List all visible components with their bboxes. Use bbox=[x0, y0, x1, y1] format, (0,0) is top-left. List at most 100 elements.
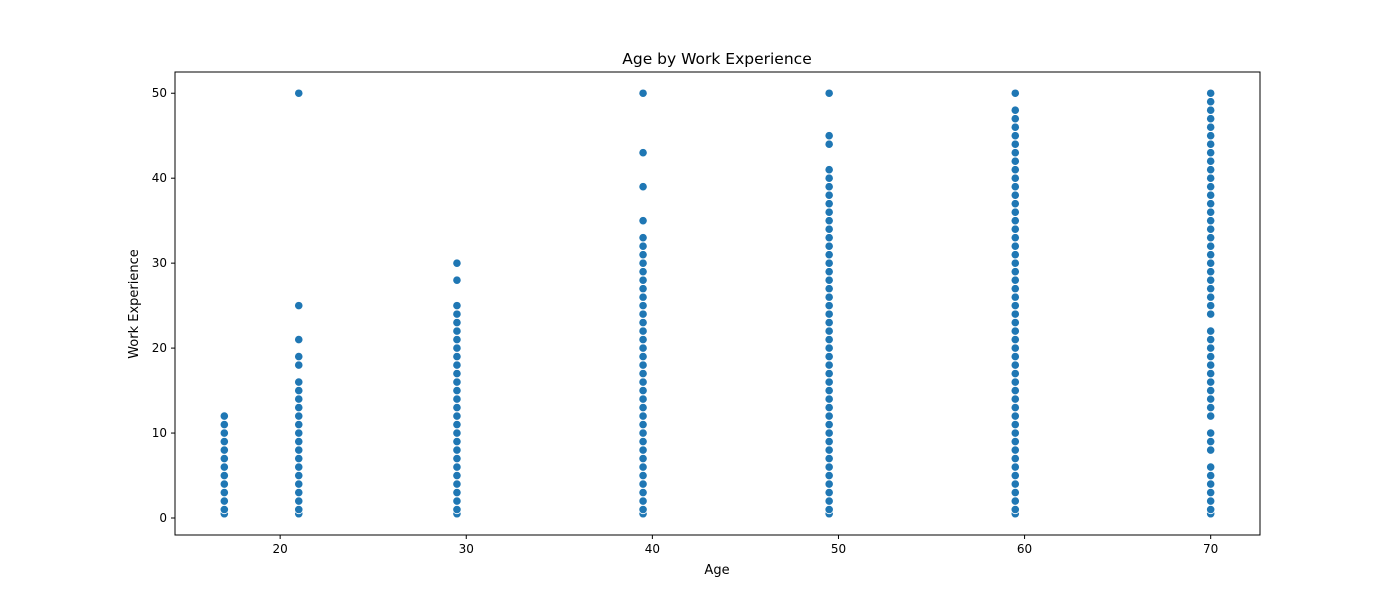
data-point bbox=[1206, 309, 1216, 319]
data-point bbox=[824, 284, 834, 294]
data-point bbox=[294, 504, 304, 515]
data-point bbox=[1206, 284, 1216, 294]
data-point bbox=[294, 462, 304, 472]
data-point bbox=[638, 487, 648, 498]
data-point bbox=[638, 462, 648, 472]
data-point bbox=[294, 385, 304, 396]
data-point bbox=[294, 428, 304, 438]
data-point bbox=[638, 250, 648, 260]
data-point bbox=[1206, 122, 1216, 132]
data-point bbox=[1010, 105, 1020, 115]
data-point bbox=[638, 275, 648, 285]
data-point bbox=[294, 436, 304, 447]
data-point bbox=[1206, 131, 1216, 141]
data-point bbox=[1206, 504, 1216, 515]
x-axis-label: Age bbox=[704, 563, 729, 578]
data-point bbox=[824, 275, 834, 285]
data-point bbox=[294, 419, 304, 430]
data-point bbox=[1010, 453, 1020, 464]
data-point bbox=[1010, 428, 1020, 438]
data-point bbox=[294, 88, 304, 98]
data-point bbox=[1010, 479, 1020, 489]
data-point bbox=[1206, 394, 1216, 404]
data-point bbox=[1010, 148, 1020, 158]
data-point bbox=[219, 470, 229, 481]
data-point bbox=[824, 360, 834, 370]
data-point bbox=[1206, 487, 1216, 498]
data-point bbox=[824, 436, 834, 447]
data-point bbox=[452, 394, 462, 404]
data-point bbox=[452, 462, 462, 472]
data-point bbox=[638, 368, 648, 379]
data-point bbox=[294, 470, 304, 481]
data-point bbox=[1206, 360, 1216, 370]
data-point bbox=[1206, 156, 1216, 166]
data-point bbox=[1010, 250, 1020, 260]
data-point bbox=[824, 190, 834, 200]
data-point bbox=[1206, 233, 1216, 243]
data-point bbox=[824, 207, 834, 217]
data-point bbox=[219, 504, 229, 515]
data-point bbox=[452, 258, 462, 268]
data-point bbox=[824, 258, 834, 268]
data-point bbox=[1206, 326, 1216, 336]
data-point bbox=[1206, 207, 1216, 217]
data-point bbox=[824, 368, 834, 379]
data-point bbox=[824, 292, 834, 302]
data-point bbox=[638, 148, 648, 158]
data-point bbox=[294, 402, 304, 413]
data-point bbox=[1010, 326, 1020, 336]
data-point bbox=[219, 436, 229, 447]
data-point bbox=[1010, 496, 1020, 506]
data-point bbox=[452, 411, 462, 421]
data-point bbox=[219, 487, 229, 498]
data-point bbox=[1010, 267, 1020, 277]
data-point bbox=[1010, 88, 1020, 98]
data-point bbox=[1206, 139, 1216, 149]
data-point bbox=[824, 411, 834, 421]
data-point bbox=[294, 301, 304, 311]
data-point bbox=[824, 173, 834, 183]
data-point bbox=[1010, 394, 1020, 404]
data-point bbox=[1010, 318, 1020, 328]
y-tick-label: 20 bbox=[152, 341, 167, 355]
data-point bbox=[824, 301, 834, 311]
data-point bbox=[1010, 487, 1020, 498]
y-axis: 0 10 20 30 40 50 bbox=[152, 86, 175, 525]
data-point bbox=[1206, 275, 1216, 285]
data-point bbox=[638, 470, 648, 481]
data-point bbox=[1010, 207, 1020, 217]
data-point bbox=[824, 267, 834, 277]
data-point bbox=[824, 250, 834, 260]
data-point bbox=[1206, 368, 1216, 379]
data-point bbox=[1206, 267, 1216, 277]
data-points bbox=[219, 88, 1216, 519]
data-point bbox=[294, 496, 304, 506]
data-point bbox=[638, 233, 648, 243]
data-point bbox=[638, 445, 648, 455]
data-point bbox=[219, 462, 229, 472]
data-point bbox=[219, 428, 229, 438]
data-point bbox=[638, 309, 648, 319]
data-point bbox=[638, 88, 648, 98]
data-point bbox=[824, 504, 834, 515]
data-point bbox=[1206, 385, 1216, 396]
y-tick-label: 0 bbox=[159, 511, 167, 525]
data-point bbox=[1010, 419, 1020, 430]
data-point bbox=[1010, 335, 1020, 345]
data-point bbox=[452, 301, 462, 311]
data-point bbox=[452, 326, 462, 336]
data-point bbox=[1206, 258, 1216, 268]
data-point bbox=[1206, 343, 1216, 353]
data-point bbox=[824, 335, 834, 345]
data-point bbox=[219, 453, 229, 464]
data-point bbox=[1206, 148, 1216, 158]
data-point bbox=[824, 88, 834, 98]
data-point bbox=[1206, 250, 1216, 260]
data-point bbox=[1010, 351, 1020, 362]
data-point bbox=[1010, 275, 1020, 285]
data-point bbox=[1010, 165, 1020, 175]
x-tick-label: 20 bbox=[273, 542, 288, 556]
x-tick-label: 60 bbox=[1017, 542, 1032, 556]
